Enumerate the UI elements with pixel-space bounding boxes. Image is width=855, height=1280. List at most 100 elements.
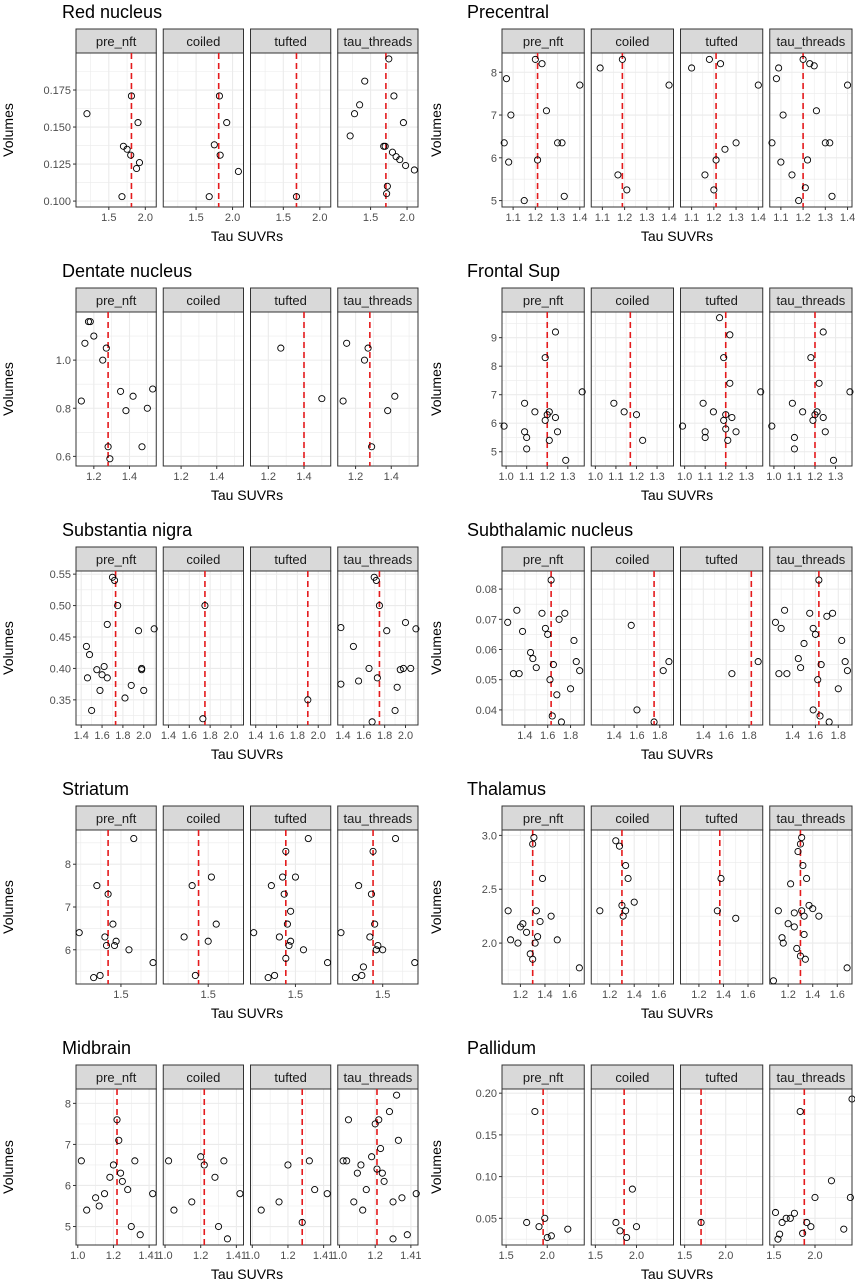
data-point (596, 907, 604, 915)
data-point (373, 1165, 381, 1173)
data-point (388, 148, 397, 156)
facet-strip-label: tau_threads (344, 293, 413, 308)
data-point (389, 1235, 397, 1243)
data-point (407, 664, 415, 672)
data-point (214, 1222, 223, 1231)
data-point (134, 627, 143, 635)
data-point (803, 874, 811, 883)
facet-pre_nft: pre_nft 1.0 1.2 1.41 (70, 1064, 160, 1262)
y-tick-label: 9 (491, 333, 497, 345)
data-point (548, 712, 556, 720)
data-point (829, 609, 837, 617)
data-point (622, 907, 630, 915)
x-tick-label: 1.2 (106, 1250, 121, 1262)
data-point (234, 167, 242, 176)
facet-strip-label: pre_nft (96, 552, 137, 567)
data-point (138, 443, 146, 451)
data-point (806, 609, 814, 617)
facet-border (162, 570, 244, 726)
x-tick-label: 1.2 (540, 471, 555, 483)
data-point (800, 639, 808, 648)
data-point (779, 939, 787, 947)
data-point (250, 929, 258, 937)
data-point (122, 407, 130, 415)
data-point (360, 356, 369, 364)
data-point (287, 937, 295, 945)
facet-strip (680, 805, 764, 831)
x-tick-label: 1.41 (400, 1250, 421, 1262)
facet-tau_threads: tau_threads 1.5 2.0 (766, 1064, 855, 1262)
y-axis-label: Volumes (428, 362, 444, 416)
data-point (633, 706, 641, 714)
x-tick-label: 1.1 (608, 471, 623, 483)
facet-coiled: coiled 1.2 1.4 (162, 287, 244, 483)
facet-strip-label: pre_nft (96, 293, 137, 308)
data-point (712, 156, 720, 164)
facet-strip-label: tau_threads (777, 293, 846, 308)
x-tick-label: 1.8 (831, 730, 846, 742)
facet-coiled: coiled 1.5 (162, 805, 244, 1001)
facet-tau_threads: tau_threads 1.1 1.2 1.3 1.4 (768, 28, 855, 224)
data-point (623, 186, 631, 194)
chart-0: Red nucleus 0.100 0.125 0.150 0.175 Volumes Ta… (0, 2, 419, 244)
data-point (391, 706, 399, 715)
data-point (716, 314, 724, 322)
data-point (775, 64, 783, 72)
data-point (787, 880, 795, 888)
data-point (784, 920, 792, 928)
data-point (519, 920, 527, 928)
x-tick-label: 1.2 (781, 989, 796, 1001)
data-point (191, 971, 199, 979)
x-tick-label: 1.2 (602, 989, 617, 1001)
data-point (547, 576, 555, 584)
data-point (803, 156, 812, 164)
facet-border (75, 52, 157, 208)
y-axis-label: Volumes (0, 621, 16, 675)
data-point (121, 694, 129, 702)
facet-strip (680, 287, 764, 313)
chart-title: Subthalamic nucleus (467, 520, 633, 540)
x-tick-label: 1.6 (540, 730, 555, 742)
data-point (775, 670, 783, 678)
data-point (343, 339, 351, 347)
x-tick-label: 1.0 (70, 1250, 85, 1262)
data-point (368, 718, 376, 726)
data-point (632, 1223, 641, 1231)
data-point (216, 151, 224, 159)
chart-title: Red nucleus (62, 2, 162, 22)
data-point (318, 395, 326, 403)
x-tick-label: 1.3 (739, 471, 754, 483)
data-point (799, 861, 807, 870)
data-point (843, 667, 851, 675)
data-point (788, 171, 796, 179)
facet-border (590, 52, 674, 208)
data-point (553, 428, 562, 436)
data-point (339, 1157, 347, 1165)
x-tick-label: 1.1 (698, 471, 713, 483)
data-point (815, 379, 823, 387)
y-tick-label: 0.04 (476, 705, 497, 717)
data-point (359, 1206, 367, 1214)
data-point (544, 630, 552, 638)
data-point (618, 55, 626, 63)
data-point (800, 930, 808, 939)
data-point (531, 408, 539, 416)
data-point (118, 1177, 126, 1185)
x-tick-label: 1.8 (741, 730, 756, 742)
data-point (790, 1209, 798, 1217)
facet-tufted: tufted 1.0 1.2 1.41 (245, 1064, 334, 1262)
x-tick-label: 1.6 (182, 730, 197, 742)
x-tick-label: 1.2 (368, 1250, 383, 1262)
y-tick-label: 0.45 (50, 632, 71, 644)
data-point (399, 664, 407, 672)
data-point (500, 139, 508, 147)
data-point (361, 77, 369, 85)
data-point (618, 901, 626, 909)
x-tick-label: 1.1 (684, 212, 699, 224)
x-tick-label: 1.3 (560, 471, 575, 483)
x-tick-label: 1.5 (498, 1250, 513, 1262)
data-point (412, 625, 420, 633)
x-tick-label: 1.2 (86, 471, 101, 483)
facet-border (680, 1088, 764, 1246)
x-tick-label: 1.6 (94, 730, 109, 742)
